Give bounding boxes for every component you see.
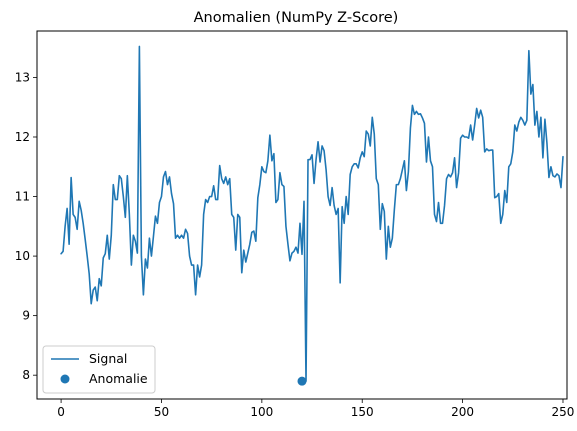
y-tick-label: 10 [15, 249, 30, 263]
x-tick-label: 150 [351, 405, 374, 419]
x-tick-label: 0 [57, 405, 65, 419]
y-tick-label: 8 [22, 368, 30, 382]
x-tick-label: 250 [552, 405, 575, 419]
x-tick-label: 50 [154, 405, 169, 419]
anomaly-points [297, 376, 307, 386]
x-axis: 0 50 100 150 200 250 [57, 399, 574, 419]
legend-anomaly-swatch [60, 374, 70, 384]
y-tick-label: 13 [15, 70, 30, 84]
legend-anomaly-label: Anomalie [89, 371, 148, 386]
y-tick-label: 11 [15, 190, 30, 204]
plot-area [60, 45, 564, 386]
x-tick-label: 100 [250, 405, 273, 419]
y-axis: 8 9 10 11 12 13 [15, 70, 37, 382]
anomaly-point [297, 376, 307, 386]
x-tick-label: 200 [451, 405, 474, 419]
legend: Signal Anomalie [42, 345, 156, 394]
y-tick-label: 9 [22, 309, 30, 323]
y-tick-label: 12 [15, 130, 30, 144]
legend-signal-label: Signal [89, 351, 127, 366]
axes-frame [36, 30, 568, 400]
chart-title: Anomalien (NumPy Z-Score) [194, 10, 399, 26]
legend-box [42, 345, 156, 394]
signal-line [60, 45, 564, 382]
